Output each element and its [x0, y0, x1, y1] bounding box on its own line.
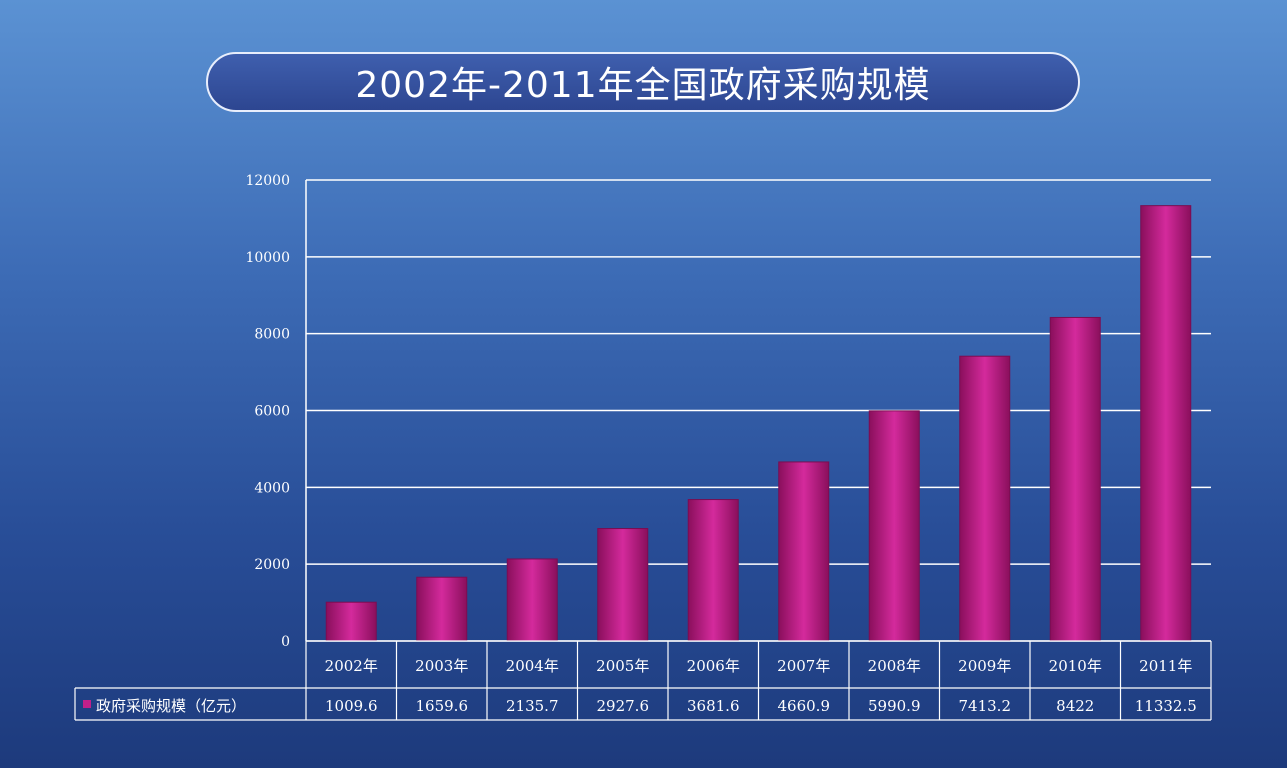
y-tick-label: 10000 — [245, 250, 290, 266]
bar — [868, 410, 920, 642]
legend-swatch — [83, 700, 91, 708]
bar — [1049, 316, 1101, 642]
y-tick-label: 12000 — [245, 173, 290, 189]
bar — [506, 558, 558, 642]
x-tick-label: 2003年 — [415, 657, 468, 675]
data-label: 1009.6 — [325, 697, 378, 715]
data-label: 3681.6 — [687, 697, 740, 715]
y-tick-label: 2000 — [254, 557, 290, 573]
data-label: 5990.9 — [868, 697, 921, 715]
y-tick-label: 4000 — [254, 480, 290, 496]
x-tick-label: 2005年 — [596, 657, 649, 675]
x-tick-label: 2011年 — [1139, 657, 1192, 675]
y-tick-label: 8000 — [254, 327, 290, 343]
data-label: 8422 — [1056, 697, 1094, 715]
chart-title-banner: 2002年-2011年全国政府采购规模 — [206, 52, 1080, 112]
bar — [597, 528, 649, 642]
x-tick-label: 2002年 — [325, 657, 378, 675]
x-tick-label: 2008年 — [868, 657, 921, 675]
y-tick-label: 0 — [281, 634, 290, 650]
chart-title: 2002年-2011年全国政府采购规模 — [355, 65, 931, 106]
data-label: 2135.7 — [506, 697, 559, 715]
bar — [687, 499, 739, 642]
bar — [325, 601, 377, 642]
data-label: 11332.5 — [1135, 697, 1197, 715]
bar — [1140, 205, 1192, 642]
x-tick-label: 2006年 — [687, 657, 740, 675]
data-label: 4660.9 — [778, 697, 831, 715]
data-label: 2927.6 — [597, 697, 650, 715]
x-tick-label: 2004年 — [506, 657, 559, 675]
x-tick-label: 2007年 — [777, 657, 830, 675]
bar — [959, 355, 1011, 642]
bar — [416, 576, 468, 642]
data-label: 1659.6 — [416, 697, 469, 715]
y-tick-label: 6000 — [254, 404, 290, 420]
bar — [778, 461, 830, 642]
legend-label: 政府采购规模（亿元） — [96, 697, 246, 715]
data-label: 7413.2 — [959, 697, 1012, 715]
x-tick-label: 2010年 — [1049, 657, 1102, 675]
x-tick-label: 2009年 — [958, 657, 1011, 675]
